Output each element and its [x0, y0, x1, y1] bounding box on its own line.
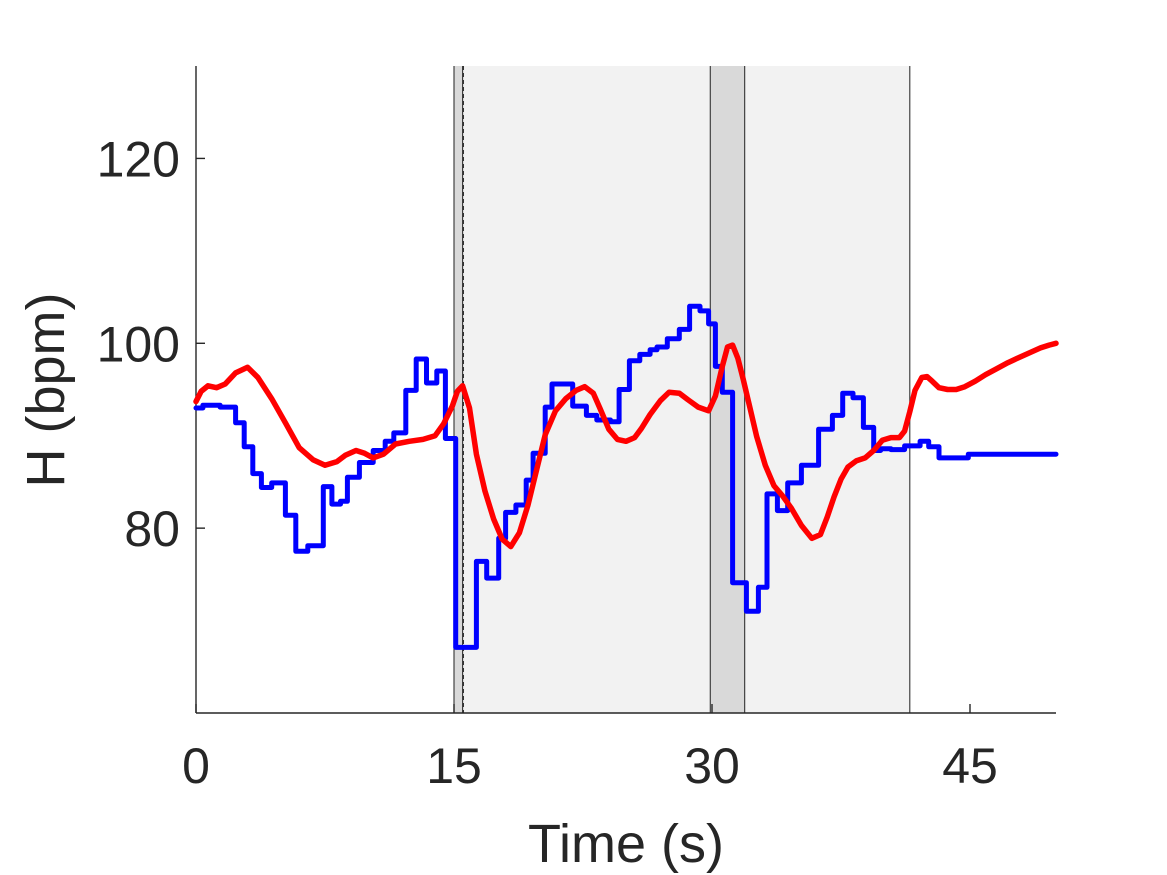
series	[193, 303, 1059, 650]
series-line-1	[193, 340, 1059, 550]
x-tick-label: 30	[684, 738, 740, 794]
ticks: 0 15 30 45 80 100 120	[97, 131, 998, 794]
shaded-region-3	[744, 66, 910, 713]
series-line-0	[193, 303, 1059, 650]
axes	[195, 66, 1056, 714]
y-tick-label: 80	[124, 501, 180, 557]
x-tick-label: 15	[426, 738, 482, 794]
x-axis-title: Time (s)	[528, 814, 724, 874]
y-tick-label: 100	[97, 316, 180, 372]
y-axis-title: H (bpm)	[16, 292, 76, 487]
y-tick-label: 120	[97, 131, 180, 187]
x-tick-label: 0	[182, 738, 210, 794]
x-tick-label: 45	[942, 738, 998, 794]
shaded-regions	[454, 66, 910, 713]
